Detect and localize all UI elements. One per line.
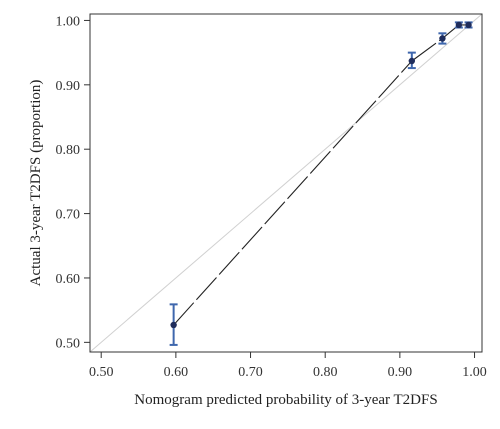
x-tick-label: 0.80	[313, 365, 338, 380]
y-tick-label: 0.90	[56, 79, 81, 94]
x-tick-label: 1.00	[462, 365, 487, 380]
reference-line	[89, 13, 483, 353]
y-tick-label: 0.60	[56, 272, 81, 287]
x-axis-title: Nomogram predicted probability of 3-year…	[134, 392, 437, 408]
series-line-segment	[411, 38, 443, 62]
y-axis-title: Actual 3-year T2DFS (proportion)	[28, 80, 44, 287]
y-tick-label: 0.80	[56, 143, 81, 158]
axes-layer: 0.50 0.60 0.70 0.80 0.90 1.00 0.50 0.60 0.70 0.80…	[56, 14, 487, 380]
y-tick-label: 1.00	[56, 14, 81, 29]
x-tick-label: 0.50	[89, 365, 114, 380]
y-tick-label: 0.70	[56, 208, 81, 223]
data-point	[408, 57, 416, 65]
x-tick-label: 0.60	[164, 365, 189, 380]
plot-layer	[89, 13, 483, 353]
data-point	[170, 321, 177, 329]
plot-frame	[89, 13, 483, 353]
data-point	[465, 21, 472, 29]
y-tick-label: 0.50	[56, 336, 81, 351]
x-tick-label: 0.70	[238, 365, 263, 380]
series-line-segment	[173, 60, 413, 326]
x-tick-label: 0.90	[388, 365, 413, 380]
data-point	[439, 35, 446, 42]
data-point	[455, 21, 463, 29]
